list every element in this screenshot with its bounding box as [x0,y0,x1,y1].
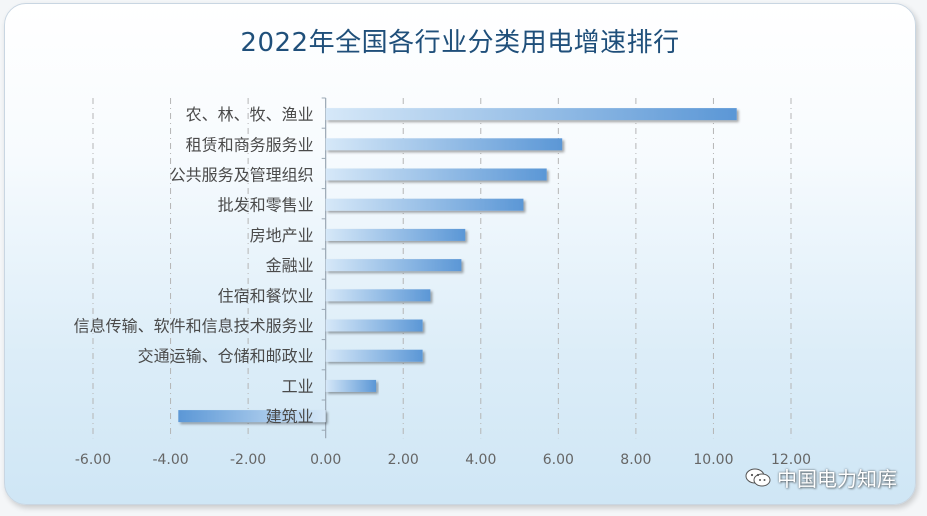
category-label: 工业 [282,377,314,396]
category-label: 租赁和商务服务业 [186,135,314,154]
x-tick-label: 6.00 [543,452,574,468]
x-tick-label: -4.00 [152,452,188,468]
bar [325,138,563,151]
bar [325,168,547,181]
x-tick-label: 0.00 [310,452,341,468]
bar [325,108,737,121]
bar [325,228,466,241]
watermark-text: 中国电力知库 [777,467,897,491]
x-tick-label: 12.00 [771,452,811,468]
chart-title: 2022年全国各行业分类用电增速排行 [240,28,680,58]
category-label: 信息传输、软件和信息技术服务业 [74,317,314,336]
bar [325,379,377,392]
x-tick-label: 10.00 [693,452,733,468]
x-tick-label: 2.00 [388,452,419,468]
category-label: 交通运输、仓储和邮政业 [138,347,314,366]
bar [325,319,423,332]
wechat-icon [745,468,771,488]
x-tick-label: -2.00 [230,452,266,468]
bar-chart: 农、林、牧、渔业租赁和商务服务业公共服务及管理组织批发和零售业房地产业金融业住宿… [74,97,811,468]
x-tick-label: -6.00 [75,452,111,468]
category-label: 农、林、牧、渔业 [186,105,314,124]
category-label: 房地产业 [250,226,314,245]
bar [325,289,431,302]
category-label: 建筑业 [266,407,314,426]
bar [325,259,462,272]
bar [178,410,326,423]
chart-card: 2022年全国各行业分类用电增速排行 农、林、牧、渔业 租赁和商务服务业公共服务及… [4,3,916,505]
category-label: 住宿和餐饮业 [218,286,314,305]
bar [325,349,423,362]
bar [325,198,524,211]
watermark: 中国电力知库 [745,463,897,492]
category-label: 公共服务及管理组织 [170,166,314,185]
category-label: 金融业 [266,256,314,275]
category-label: 批发和零售业 [218,196,314,215]
x-tick-label: 8.00 [620,452,651,468]
x-tick-label: 4.00 [465,452,496,468]
